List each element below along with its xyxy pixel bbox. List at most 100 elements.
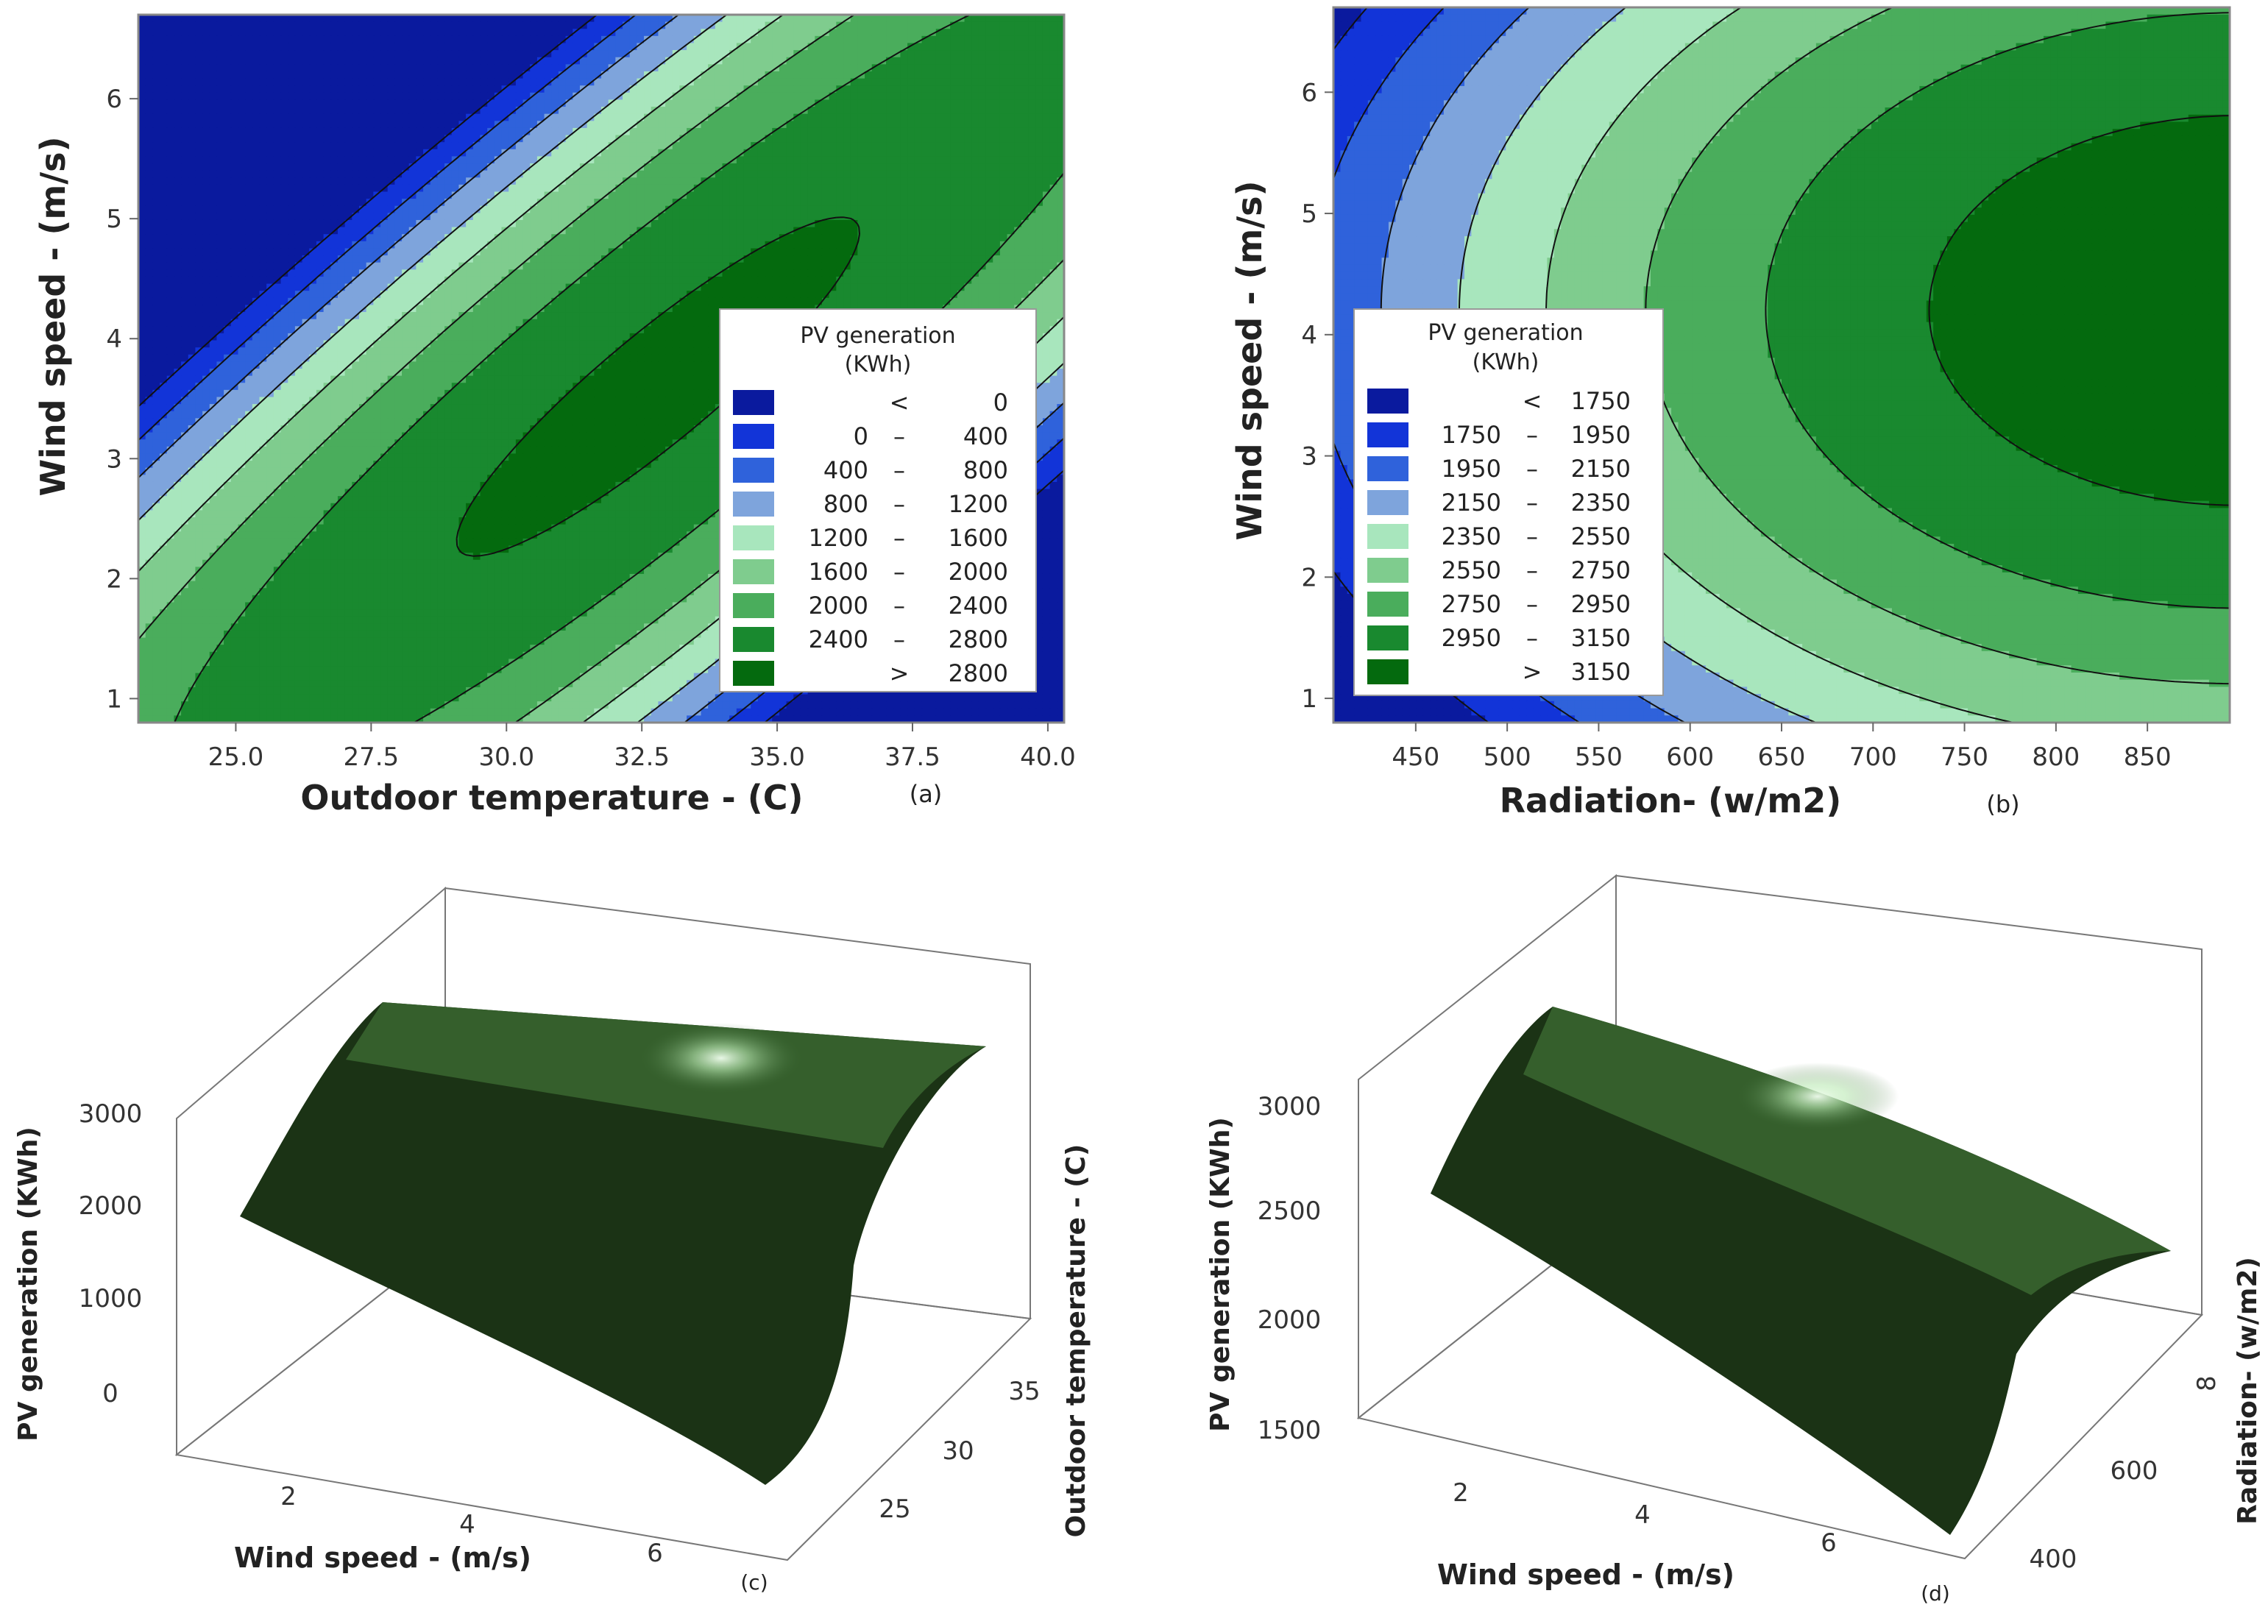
contour-cell [466, 199, 474, 207]
contour-cell [1049, 205, 1058, 214]
contour-cell [985, 135, 994, 143]
contour-cell [487, 170, 495, 179]
contour-cell [722, 255, 730, 263]
contour-cell [914, 85, 923, 93]
contour-cell [530, 227, 538, 235]
contour-cell [266, 205, 274, 214]
contour-cell [900, 219, 908, 228]
contour-cell [224, 248, 232, 256]
contour-cell [480, 163, 488, 171]
contour-cell [252, 199, 261, 207]
contour-cell [1057, 50, 1064, 58]
contour-cell [786, 170, 795, 179]
contour-cell [978, 43, 987, 51]
contour-cell [651, 177, 659, 185]
contour-cell [722, 142, 730, 150]
contour-cell [971, 262, 979, 271]
contour-cell [1021, 191, 1030, 199]
contour-cell [358, 219, 367, 228]
contour-cell [358, 127, 367, 136]
contour-cell [900, 262, 908, 271]
contour-cell [964, 191, 972, 199]
contour-cell [238, 29, 246, 37]
contour-cell [687, 227, 695, 235]
contour-cell [437, 191, 445, 199]
contour-cell [594, 170, 602, 179]
contour-cell [971, 64, 979, 72]
contour-cell [323, 184, 332, 193]
contour-cell [900, 142, 908, 150]
contour-cell [174, 276, 182, 285]
contour-cell [843, 170, 851, 179]
contour-cell [245, 255, 253, 263]
contour-cell [943, 205, 951, 214]
contour-cell [886, 85, 894, 93]
contour-cell [323, 135, 332, 143]
contour-cell [985, 35, 994, 44]
contour-cell [1028, 191, 1037, 199]
contour-cell [408, 71, 417, 79]
contour-cell [181, 255, 189, 263]
contour-cell [437, 107, 445, 115]
contour-cell [294, 191, 303, 199]
contour-cell [216, 92, 224, 101]
contour-cell [380, 127, 389, 136]
contour-cell [871, 99, 880, 107]
contour-cell [294, 71, 303, 79]
contour-cell [807, 135, 816, 143]
contour-cell [807, 121, 816, 129]
contour-cell [466, 184, 474, 193]
contour-cell [1028, 35, 1037, 44]
contour-cell [907, 156, 915, 164]
contour-cell [587, 142, 595, 150]
contour-cell [601, 50, 609, 58]
contour-cell [216, 99, 224, 107]
contour-cell [722, 21, 730, 30]
contour-cell [344, 85, 353, 93]
contour-cell [472, 184, 481, 193]
contour-cell [651, 135, 659, 143]
contour-cell [679, 121, 687, 129]
contour-cell [487, 205, 495, 214]
contour-cell [501, 127, 509, 136]
contour-cell [587, 177, 595, 185]
contour-cell [865, 85, 873, 93]
contour-cell [487, 142, 495, 150]
contour-cell [472, 199, 481, 207]
contour-cell [373, 156, 381, 164]
contour-cell [344, 21, 353, 30]
contour-cell [558, 241, 567, 249]
contour-cell [672, 276, 681, 285]
contour-cell [522, 163, 531, 171]
contour-cell [430, 29, 439, 37]
contour-cell [957, 255, 965, 263]
contour-cell [330, 205, 339, 214]
contour-cell [1007, 213, 1016, 221]
contour-cell [394, 170, 403, 179]
contour-cell [1014, 219, 1022, 228]
contour-cell [472, 219, 481, 228]
contour-cell [252, 107, 261, 115]
contour-cell [288, 43, 296, 51]
contour-cell [536, 149, 545, 157]
contour-cell [821, 149, 830, 157]
contour-cell [245, 241, 253, 249]
contour-cell [266, 213, 274, 221]
contour-cell [202, 219, 210, 228]
contour-cell [658, 15, 666, 23]
contour-cell [929, 255, 937, 263]
contour-cell [999, 205, 1008, 214]
contour-cell [729, 213, 737, 221]
contour-cell [408, 85, 417, 93]
contour-cell [195, 283, 203, 291]
contour-cell [886, 269, 894, 277]
contour-cell [1021, 199, 1030, 207]
contour-cell [964, 35, 972, 44]
contour-cell [224, 64, 232, 72]
contour-cell [914, 191, 923, 199]
contour-cell [451, 29, 460, 37]
contour-cell [1014, 213, 1022, 221]
contour-cell [323, 107, 332, 115]
contour-cell [1028, 177, 1037, 185]
contour-cell [587, 127, 595, 136]
